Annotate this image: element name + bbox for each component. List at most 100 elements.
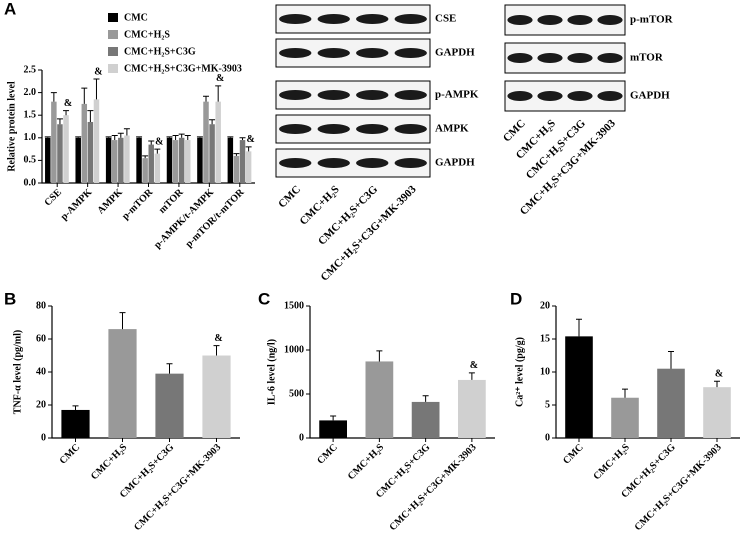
error-bar xyxy=(209,119,216,125)
blot-label: p-AMPK xyxy=(435,89,479,101)
x-tick-label: CMC+H₂S xyxy=(346,442,387,483)
error-bar xyxy=(668,351,674,369)
legend-label: CMC xyxy=(124,12,148,23)
bar xyxy=(142,158,148,183)
blot-label: CSE xyxy=(435,13,456,25)
error-bar xyxy=(81,87,88,104)
significance-mark: & xyxy=(64,98,72,109)
error-bar xyxy=(63,110,70,116)
bar xyxy=(172,140,179,183)
bar xyxy=(227,137,234,183)
y-tick-label: 0.5 xyxy=(24,155,37,166)
x-tick-label: p-mTOR/t-mTOR xyxy=(184,186,247,249)
y-tick-label: 1500 xyxy=(284,300,304,311)
blot-band xyxy=(567,15,593,25)
bar xyxy=(239,140,246,183)
blot-band xyxy=(356,124,389,134)
x-tick-label: CMC+H₂S+C3G+MK-3903 xyxy=(387,442,478,533)
bar xyxy=(57,124,63,183)
y-tick-label: 5 xyxy=(545,399,550,410)
bar xyxy=(105,137,112,183)
y-tick-label: 80 xyxy=(36,300,46,311)
error-bar xyxy=(178,133,185,138)
error-bar xyxy=(44,136,51,138)
blot-band xyxy=(279,14,312,24)
error-bar xyxy=(93,78,100,100)
x-tick-label: CMC xyxy=(58,442,83,467)
error-bar xyxy=(50,92,57,102)
error-bar xyxy=(56,118,63,125)
blot-band xyxy=(279,90,312,100)
bar xyxy=(61,409,90,438)
x-tick-label: mTOR xyxy=(157,186,186,215)
bar xyxy=(63,115,69,183)
error-bar xyxy=(117,132,124,138)
bar xyxy=(197,137,203,183)
blot-band xyxy=(537,53,563,63)
y-tick-label: 1000 xyxy=(284,344,304,355)
blot-band xyxy=(394,14,427,24)
error-bar xyxy=(468,372,475,380)
blot-band xyxy=(317,158,350,168)
bar xyxy=(81,103,88,183)
significance-mark: & xyxy=(155,136,163,147)
bar xyxy=(136,137,142,183)
blot-label: GAPDH xyxy=(435,157,475,169)
bar xyxy=(202,355,231,438)
bar xyxy=(233,155,240,183)
blot-band xyxy=(597,91,623,101)
significance-mark: & xyxy=(246,134,254,145)
blot-band xyxy=(317,14,350,24)
legend-swatch xyxy=(108,13,118,22)
bar xyxy=(93,99,100,183)
bar xyxy=(51,101,57,183)
y-tick-label: 40 xyxy=(36,366,46,377)
blot-band xyxy=(317,48,350,58)
error-bar xyxy=(330,415,337,421)
error-bar xyxy=(576,318,582,337)
panel-label: A xyxy=(4,0,16,18)
error-bar xyxy=(87,110,94,122)
blot-band xyxy=(567,91,593,101)
bar xyxy=(203,101,209,183)
y-tick-label: 20 xyxy=(540,300,550,311)
blot-band xyxy=(317,124,350,134)
error-bar xyxy=(123,128,130,136)
blot-band xyxy=(279,48,312,58)
blot-band xyxy=(394,158,427,168)
error-bar xyxy=(376,350,383,362)
blot-band xyxy=(567,53,593,63)
blot-band xyxy=(394,48,427,58)
y-tick-label: 15 xyxy=(540,333,550,344)
blot-band xyxy=(597,53,623,63)
bar xyxy=(245,151,252,183)
bar xyxy=(154,153,161,183)
significance-mark: & xyxy=(94,66,102,77)
y-tick-label: 20 xyxy=(36,399,46,410)
bar xyxy=(148,144,154,183)
significance-mark: & xyxy=(216,73,224,84)
significance-mark: & xyxy=(214,333,222,344)
error-bar xyxy=(75,136,82,138)
blot-band xyxy=(507,15,533,25)
y-tick-label: 1.5 xyxy=(24,109,37,120)
error-bar xyxy=(148,140,155,145)
blot-band xyxy=(537,15,563,25)
bar xyxy=(319,420,347,438)
y-tick-label: 2.0 xyxy=(24,87,37,98)
bar xyxy=(411,401,440,438)
panel-label: B xyxy=(4,289,16,308)
blot-band xyxy=(356,14,389,24)
error-bar xyxy=(166,363,173,374)
error-bar xyxy=(422,395,429,402)
x-tick-label: CMC xyxy=(561,442,586,467)
y-tick-label: 1.0 xyxy=(24,132,37,143)
x-tick-label: CMC+H₂S xyxy=(89,442,130,483)
bar xyxy=(703,387,731,438)
bar xyxy=(611,397,639,438)
bar xyxy=(124,135,130,183)
blot-band xyxy=(507,53,533,63)
y-tick-label: 500 xyxy=(289,388,304,399)
error-bar xyxy=(196,136,203,138)
error-bar xyxy=(154,148,161,154)
